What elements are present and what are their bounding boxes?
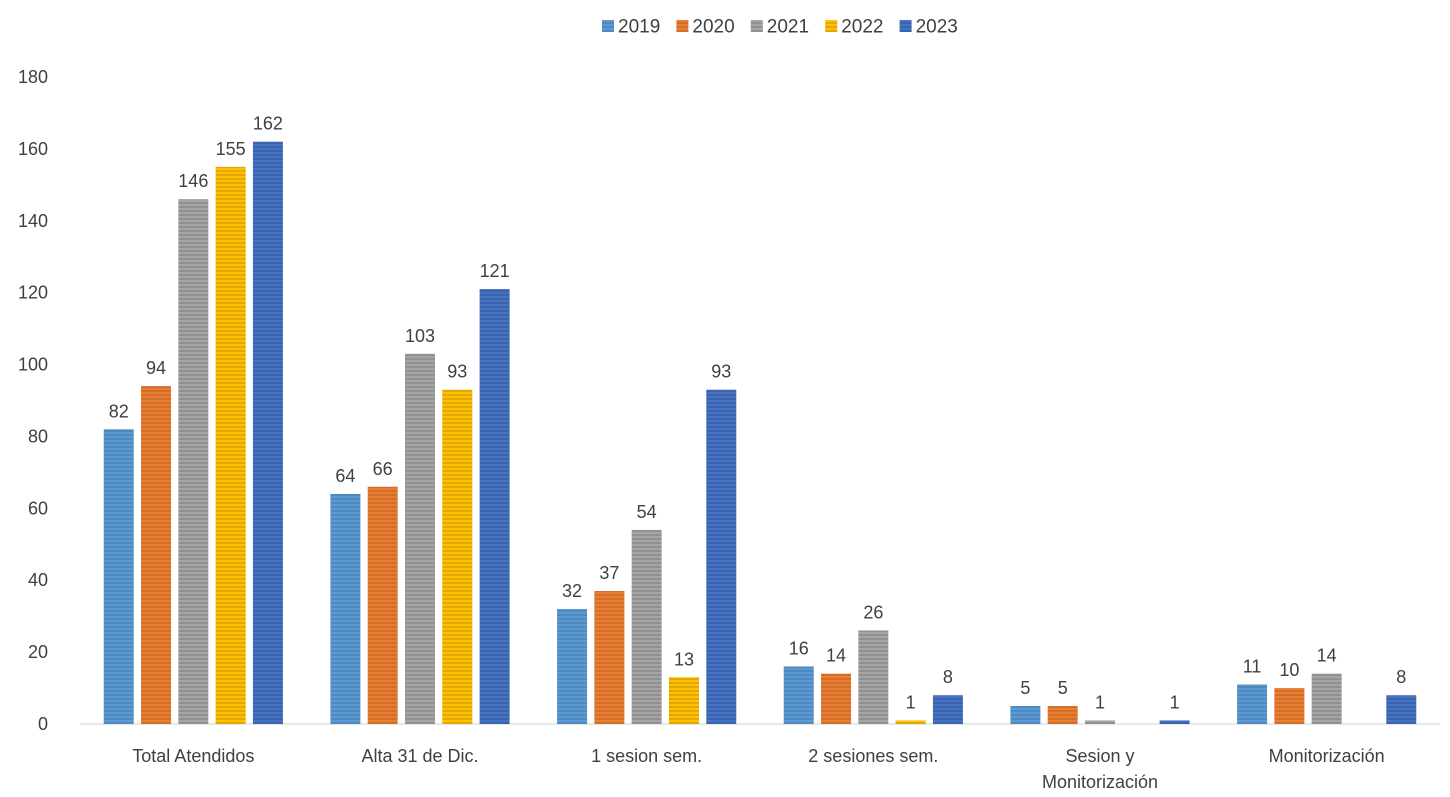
y-tick-label: 60	[28, 498, 48, 518]
data-label: 103	[405, 326, 435, 346]
data-label: 121	[480, 261, 510, 281]
bar-2019-cat4	[1010, 706, 1041, 724]
data-label: 1	[906, 692, 916, 712]
bar-2019-cat2	[557, 608, 588, 724]
y-tick-label: 120	[18, 283, 48, 303]
legend-label: 2023	[916, 17, 958, 38]
y-tick-label: 180	[18, 67, 48, 87]
data-label: 1	[1095, 692, 1105, 712]
bar-2021-cat0	[178, 199, 209, 724]
data-label: 66	[373, 459, 393, 479]
legend-swatch	[899, 20, 912, 32]
data-label: 93	[711, 362, 731, 382]
y-tick-label: 80	[28, 426, 48, 446]
bar-2021-cat5	[1311, 673, 1342, 724]
data-label: 13	[674, 649, 694, 669]
bar-2020-cat5	[1274, 688, 1305, 724]
bar-2023-cat0	[252, 141, 283, 724]
data-label: 37	[599, 563, 619, 583]
bar-2021-cat4	[1085, 720, 1115, 724]
data-label: 64	[335, 466, 355, 486]
bar-2020-cat1	[367, 486, 398, 724]
x-category-label: Monitorización	[1042, 772, 1158, 792]
legend-swatch	[676, 20, 689, 32]
data-label: 26	[863, 603, 883, 623]
bar-2021-cat1	[405, 353, 435, 724]
y-tick-label: 20	[28, 642, 48, 662]
y-tick-label: 100	[18, 355, 48, 375]
bar-2022-cat0	[215, 166, 246, 725]
data-label: 10	[1279, 660, 1299, 680]
legend-swatch	[602, 20, 614, 32]
bar-2021-cat3	[858, 630, 889, 724]
x-category-label: Alta 31 de Dic.	[361, 746, 478, 766]
bar-2023-cat2	[706, 389, 737, 724]
bar-2020-cat0	[141, 386, 172, 724]
x-category-label: Sesion y	[1065, 746, 1134, 766]
bar-2023-cat5	[1386, 695, 1417, 724]
bar-2022-cat3	[895, 720, 926, 724]
legend-item-2023: 2023	[899, 17, 958, 38]
legend-item-2022: 2022	[825, 17, 883, 38]
y-tick-label: 140	[18, 211, 48, 231]
data-label: 146	[178, 171, 208, 191]
data-label: 11	[1243, 656, 1262, 676]
legend-label: 2022	[841, 17, 883, 38]
legend-item-2020: 2020	[676, 17, 735, 38]
data-label: 14	[826, 646, 846, 666]
bar-2023-cat1	[479, 289, 510, 724]
data-label: 93	[447, 362, 467, 382]
bar-2019-cat3	[783, 666, 814, 724]
x-category-label: Total Atendidos	[132, 746, 254, 766]
y-tick-label: 40	[28, 570, 48, 590]
legend-item-2021: 2021	[750, 17, 809, 38]
bar-2022-cat2	[668, 677, 699, 724]
data-label: 16	[789, 638, 809, 658]
data-label: 155	[216, 139, 246, 159]
x-category-label: Monitorización	[1269, 746, 1385, 766]
data-label: 54	[637, 502, 657, 522]
data-label: 32	[562, 581, 582, 601]
data-label: 8	[943, 667, 953, 687]
bar-2023-cat3	[932, 695, 963, 724]
bar-2019-cat0	[103, 429, 134, 724]
legend: 2019 2020 2021 2022 2023	[602, 17, 958, 38]
bar-2019-cat5	[1237, 684, 1268, 724]
data-label: 14	[1317, 646, 1337, 666]
legend-label: 2021	[767, 17, 809, 38]
data-label: 1	[1170, 692, 1180, 712]
legend-label: 2019	[618, 17, 660, 38]
y-tick-label: 0	[38, 714, 48, 734]
data-label: 5	[1058, 678, 1068, 698]
y-tick-label: 160	[18, 139, 48, 159]
bar-2020-cat3	[821, 673, 852, 724]
data-label: 94	[146, 358, 166, 378]
legend-label: 2020	[692, 17, 734, 38]
data-label: 8	[1396, 667, 1406, 687]
bars	[103, 141, 1417, 725]
bar-2020-cat2	[594, 591, 625, 724]
legend-swatch	[750, 20, 763, 32]
legend-item-2019: 2019	[602, 17, 660, 38]
bar-2022-cat1	[442, 389, 473, 724]
legend-swatch	[825, 20, 838, 32]
data-label: 5	[1020, 678, 1030, 698]
data-label: 82	[109, 401, 129, 421]
x-category-label: 1 sesion sem.	[591, 746, 702, 766]
bar-2023-cat4	[1159, 720, 1190, 724]
bar-2020-cat4	[1047, 706, 1078, 724]
bar-2019-cat1	[330, 493, 361, 724]
x-category-label: 2 sesiones sem.	[808, 746, 938, 766]
data-label: 162	[253, 114, 283, 134]
y-axis-ticks: 0 20 40 60 80 100 120 140 160 180	[18, 67, 48, 734]
bar-2021-cat2	[631, 529, 662, 724]
